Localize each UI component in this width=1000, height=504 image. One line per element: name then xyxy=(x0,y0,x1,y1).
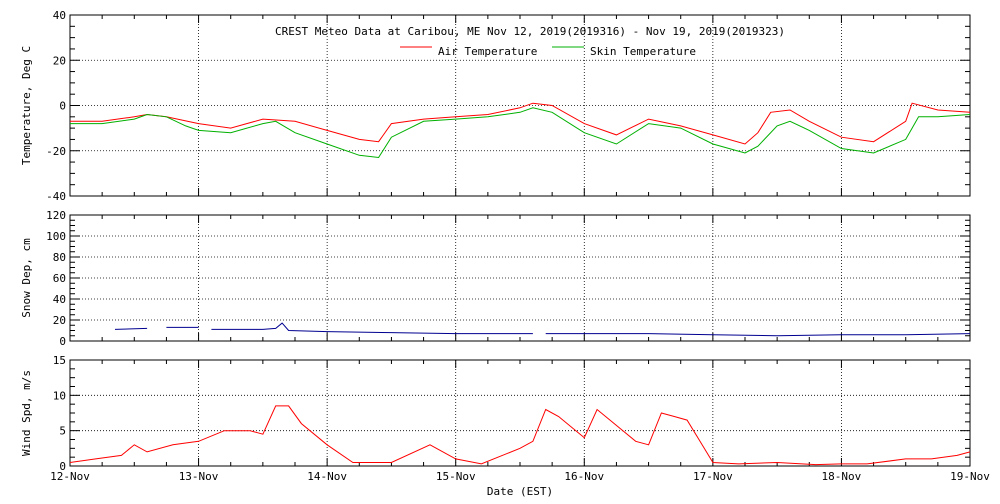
temperature-ytick-label: 40 xyxy=(53,9,66,22)
x-tick-label: 12-Nov xyxy=(50,470,90,483)
snow-depth-ytick-label: 20 xyxy=(53,314,66,327)
temperature-ytick-label: 20 xyxy=(53,54,66,67)
x-tick-label: 19-Nov xyxy=(950,470,990,483)
air-temperature-line xyxy=(70,102,971,145)
snow-depth-ytick-label: 100 xyxy=(46,230,66,243)
chart-title: CREST Meteo Data at Caribou, ME Nov 12, … xyxy=(275,25,785,38)
snow-depth-ytick-label: 60 xyxy=(53,272,66,285)
wind-speed-ytick-label: 15 xyxy=(53,354,66,367)
wind-speed-line xyxy=(69,405,971,466)
skin-temperature-line xyxy=(70,107,971,159)
x-tick-label: 15-Nov xyxy=(436,470,476,483)
snow-depth-line xyxy=(211,322,533,335)
snow-depth-line xyxy=(114,327,148,330)
snow-depth-ytick-label: 0 xyxy=(59,335,66,348)
snow-depth-plot-frame xyxy=(69,214,971,342)
wind-speed-y-axis-label: Wind Spd, m/s xyxy=(20,370,33,456)
temperature-ytick-label: -40 xyxy=(46,190,66,203)
temperature-y-axis-label: Temperature, Deg C xyxy=(20,46,33,165)
x-axis-label: Date (EST) xyxy=(487,485,553,498)
x-tick-label: 14-Nov xyxy=(307,470,347,483)
snow-depth-line xyxy=(545,333,971,337)
wind-speed-ytick-label: 10 xyxy=(53,389,66,402)
x-tick-label: 17-Nov xyxy=(693,470,733,483)
x-tick-label: 18-Nov xyxy=(822,470,862,483)
air-temperature-legend-label: Air Temperature xyxy=(438,45,537,58)
snow-depth-ytick-label: 80 xyxy=(53,251,66,264)
snow-depth-ytick-label: 120 xyxy=(46,209,66,222)
skin-temperature-legend-label: Skin Temperature xyxy=(590,45,696,58)
wind-speed-ytick-label: 0 xyxy=(59,460,66,473)
snow-depth-ytick-label: 40 xyxy=(53,293,66,306)
wind-speed-plot-frame xyxy=(69,359,971,467)
temperature-ytick-label: 0 xyxy=(59,100,66,113)
x-tick-label: 13-Nov xyxy=(179,470,219,483)
snow-depth-y-axis-label: Snow Dep, cm xyxy=(20,238,33,318)
wind-speed-ytick-label: 5 xyxy=(59,425,66,438)
x-tick-label: 16-Nov xyxy=(564,470,604,483)
temperature-plot-frame xyxy=(69,14,971,197)
temperature-ytick-label: -20 xyxy=(46,145,66,158)
